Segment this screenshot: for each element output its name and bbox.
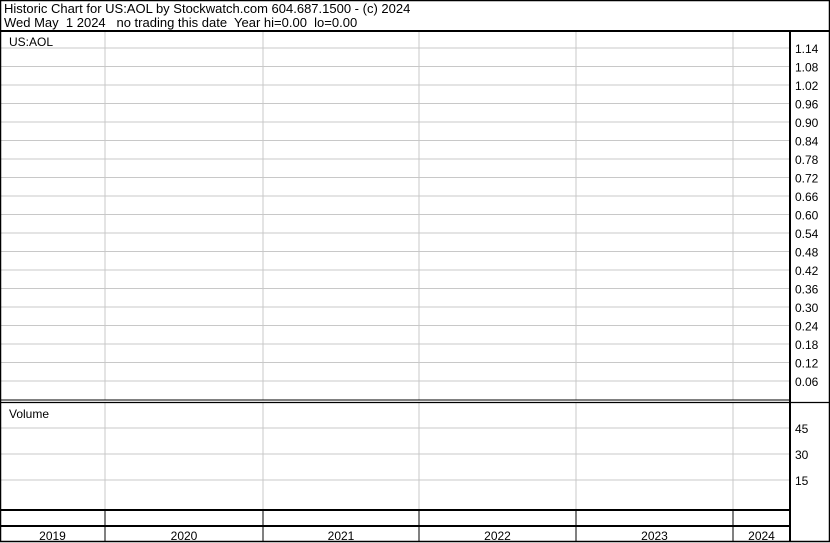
chart-subtitle: Wed May 1 2024 no trading this date Year… — [4, 15, 358, 30]
year-label: 2019 — [39, 529, 66, 543]
year-label: 2020 — [171, 529, 198, 543]
price-tick-label: 0.72 — [795, 172, 819, 186]
price-tick-label: 0.78 — [795, 153, 819, 167]
price-tick-label: 0.96 — [795, 98, 819, 112]
year-label: 2024 — [748, 529, 775, 543]
price-tick-label: 0.84 — [795, 135, 819, 149]
price-tick-label: 0.06 — [795, 375, 819, 389]
year-label: 2021 — [328, 529, 355, 543]
price-tick-label: 1.02 — [795, 79, 819, 93]
volume-tick-label: 45 — [795, 422, 809, 436]
price-panel-title: US:AOL — [9, 35, 53, 49]
price-tick-label: 0.18 — [795, 338, 819, 352]
price-tick-label: 0.90 — [795, 116, 819, 130]
year-label: 2022 — [484, 529, 511, 543]
price-tick-label: 0.24 — [795, 320, 819, 334]
price-tick-label: 1.14 — [795, 42, 819, 56]
price-tick-label: 0.12 — [795, 357, 819, 371]
volume-panel-title: Volume — [9, 407, 49, 421]
price-tick-label: 0.30 — [795, 301, 819, 315]
price-tick-label: 1.08 — [795, 61, 819, 75]
volume-tick-label: 15 — [795, 474, 809, 488]
price-tick-label: 0.66 — [795, 190, 819, 204]
chart-title: Historic Chart for US:AOL by Stockwatch.… — [4, 1, 411, 16]
year-label: 2023 — [641, 529, 668, 543]
price-tick-label: 0.54 — [795, 227, 819, 241]
price-tick-label: 0.48 — [795, 246, 819, 260]
price-tick-label: 0.42 — [795, 264, 819, 278]
volume-tick-label: 30 — [795, 448, 809, 462]
price-tick-label: 0.60 — [795, 209, 819, 223]
price-tick-label: 0.36 — [795, 283, 819, 297]
